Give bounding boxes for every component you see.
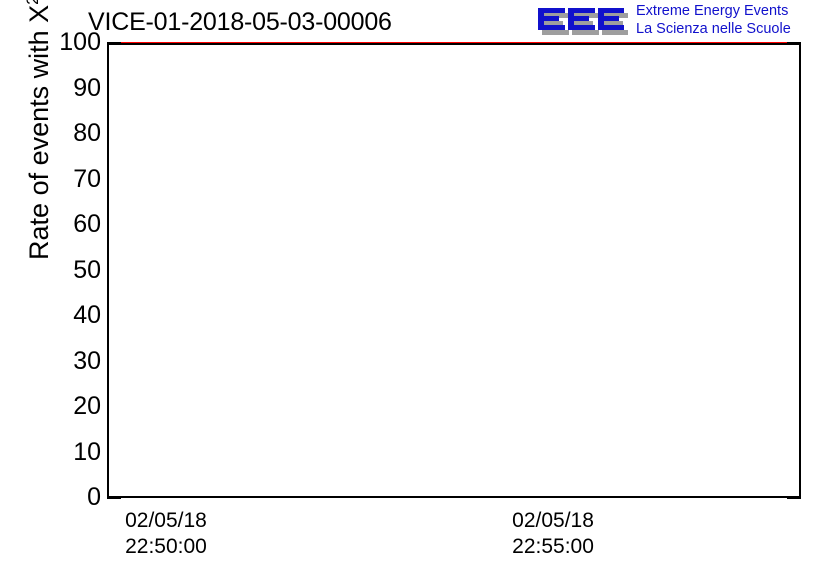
page-title: VICE-01-2018-05-03-00006 (88, 8, 392, 36)
y-axis-tick-label: 90 (73, 73, 101, 102)
logo-caption: Extreme Energy Events La Scienza nelle S… (636, 3, 791, 38)
x-axis-tick-label-time: 22:50:00 (125, 535, 207, 558)
y-axis-tick-label: 70 (73, 164, 101, 193)
y-axis-tick-label: 0 (87, 483, 101, 511)
y-axis-tick-label: 20 (73, 392, 101, 420)
plot-frame (107, 43, 801, 498)
y-axis-tick-label: 40 (73, 301, 101, 329)
y-axis-major-tick-right (787, 497, 801, 499)
y-axis-tick-labels: 0 10 20 30 40 50 60 70 80 90 100 (35, 0, 101, 572)
x-axis-tick-label: 02/05/18 22:50:00 (76, 508, 256, 560)
eee-logo-mark (538, 8, 628, 35)
logo-caption-line2: La Scienza nelle Scuole (636, 20, 791, 37)
x-axis-tick-label-date: 02/05/18 (512, 509, 594, 532)
x-axis-tick-label-date: 02/05/18 (125, 509, 207, 532)
y-axis-tick-label: 60 (73, 210, 101, 238)
logo-caption-line1: Extreme Energy Events (636, 3, 789, 19)
y-axis-tick-label: 30 (73, 346, 101, 375)
y-axis-tick-label: 10 (73, 437, 101, 466)
y-axis-major-tick (107, 497, 121, 499)
eee-logo: Extreme Energy Events La Scienza nelle S… (536, 2, 832, 42)
y-axis-tick-label: 50 (73, 255, 101, 284)
x-axis-tick-label-time: 22:55:00 (512, 535, 594, 558)
x-axis-tick-label: 02/05/18 22:55:00 (463, 508, 643, 560)
y-axis-tick-label: 100 (59, 28, 101, 56)
y-axis-tick-label: 80 (73, 119, 101, 147)
